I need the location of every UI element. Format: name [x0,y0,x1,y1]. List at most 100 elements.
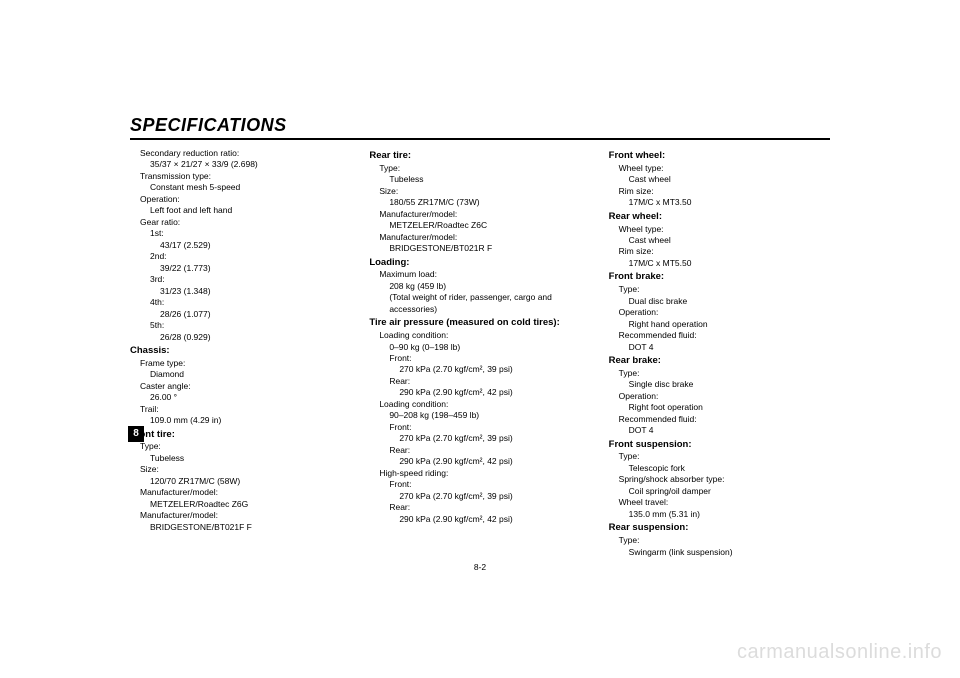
value: Right foot operation [609,402,830,413]
value: Tubeless [369,174,590,185]
label: Operation: [130,194,351,205]
label: 1st: [130,228,351,239]
value: Constant mesh 5-speed [130,182,351,193]
label: Transmission type: [130,171,351,182]
label: Type: [130,441,351,452]
value: 270 kPa (2.70 kgf/cm², 39 psi) [369,433,590,444]
page-number: 8-2 [0,562,960,572]
value: Right hand operation [609,319,830,330]
value: 26.00 ° [130,392,351,403]
label: Caster angle: [130,381,351,392]
value: Cast wheel [609,235,830,246]
label: Rear: [369,445,590,456]
label: Type: [369,163,590,174]
label: 4th: [130,297,351,308]
value: 290 kPa (2.90 kgf/cm², 42 psi) [369,456,590,467]
section-loading: Loading: [369,257,590,270]
value: METZELER/Roadtec Z6C [369,220,590,231]
label: Maximum load: [369,269,590,280]
label: Rim size: [609,186,830,197]
label: Operation: [609,391,830,402]
value: 290 kPa (2.90 kgf/cm², 42 psi) [369,514,590,525]
label: Size: [130,464,351,475]
value: Coil spring/oil damper [609,486,830,497]
label: Recommended fluid: [609,330,830,341]
value: METZELER/Roadtec Z6G [130,499,351,510]
value: 270 kPa (2.70 kgf/cm², 39 psi) [369,364,590,375]
value: DOT 4 [609,425,830,436]
label: Wheel travel: [609,497,830,508]
note: (Total weight of rider, passenger, cargo… [369,292,590,315]
section-rear-brake: Rear brake: [609,355,830,368]
value: 17M/C x MT5.50 [609,258,830,269]
label: 5th: [130,320,351,331]
value: Dual disc brake [609,296,830,307]
label: Loading condition: [369,399,590,410]
label: Rim size: [609,246,830,257]
value: Single disc brake [609,379,830,390]
label: Type: [609,284,830,295]
label: Size: [369,186,590,197]
label: 2nd: [130,251,351,262]
value: 17M/C x MT3.50 [609,197,830,208]
label: Spring/shock absorber type: [609,474,830,485]
section-front-suspension: Front suspension: [609,439,830,452]
label: Secondary reduction ratio: [130,148,351,159]
label: Loading condition: [369,330,590,341]
value: Cast wheel [609,174,830,185]
label: Trail: [130,404,351,415]
label: Manufacturer/model: [130,487,351,498]
value: 43/17 (2.529) [130,240,351,251]
section-front-brake: Front brake: [609,271,830,284]
value: 120/70 ZR17M/C (58W) [130,476,351,487]
label: 3rd: [130,274,351,285]
label: Wheel type: [609,224,830,235]
column-2: Rear tire: Type: Tubeless Size: 180/55 Z… [369,148,590,558]
value: Tubeless [130,453,351,464]
chapter-tab: 8 [128,426,144,442]
value: 208 kg (459 lb) [369,281,590,292]
label: Front: [369,353,590,364]
value: Diamond [130,369,351,380]
label: Wheel type: [609,163,830,174]
value: Left foot and left hand [130,205,351,216]
value: 90–208 kg (198–459 lb) [369,410,590,421]
value: 290 kPa (2.90 kgf/cm², 42 psi) [369,387,590,398]
label: Type: [609,535,830,546]
label: Frame type: [130,358,351,369]
value: 180/55 ZR17M/C (73W) [369,197,590,208]
value: 109.0 mm (4.29 in) [130,415,351,426]
value: 35/37 × 21/27 × 33/9 (2.698) [130,159,351,170]
label: Rear: [369,502,590,513]
spec-columns: Secondary reduction ratio: 35/37 × 21/27… [130,148,830,558]
page-heading: SPECIFICATIONS [130,115,830,140]
section-front-wheel: Front wheel: [609,150,830,163]
value: 135.0 mm (5.31 in) [609,509,830,520]
label: Front: [369,422,590,433]
section-rear-tire: Rear tire: [369,150,590,163]
column-1: Secondary reduction ratio: 35/37 × 21/27… [130,148,351,558]
value: Telescopic fork [609,463,830,474]
value: 270 kPa (2.70 kgf/cm², 39 psi) [369,491,590,502]
label: Front: [369,479,590,490]
value: 0–90 kg (0–198 lb) [369,342,590,353]
section-rear-wheel: Rear wheel: [609,211,830,224]
value: 31/23 (1.348) [130,286,351,297]
watermark: carmanualsonline.info [737,641,942,664]
value: 26/28 (0.929) [130,332,351,343]
section-tire-pressure: Tire air pressure (measured on cold tire… [369,317,590,330]
value: DOT 4 [609,342,830,353]
manual-page: SPECIFICATIONS Secondary reduction ratio… [130,115,830,558]
label: Type: [609,368,830,379]
value: BRIDGESTONE/BT021F F [130,522,351,533]
label: Manufacturer/model: [130,510,351,521]
section-rear-suspension: Rear suspension: [609,522,830,535]
value: 28/26 (1.077) [130,309,351,320]
value: BRIDGESTONE/BT021R F [369,243,590,254]
label: Operation: [609,307,830,318]
label: Type: [609,451,830,462]
label: Gear ratio: [130,217,351,228]
value: 39/22 (1.773) [130,263,351,274]
label: Rear: [369,376,590,387]
value: Swingarm (link suspension) [609,547,830,558]
